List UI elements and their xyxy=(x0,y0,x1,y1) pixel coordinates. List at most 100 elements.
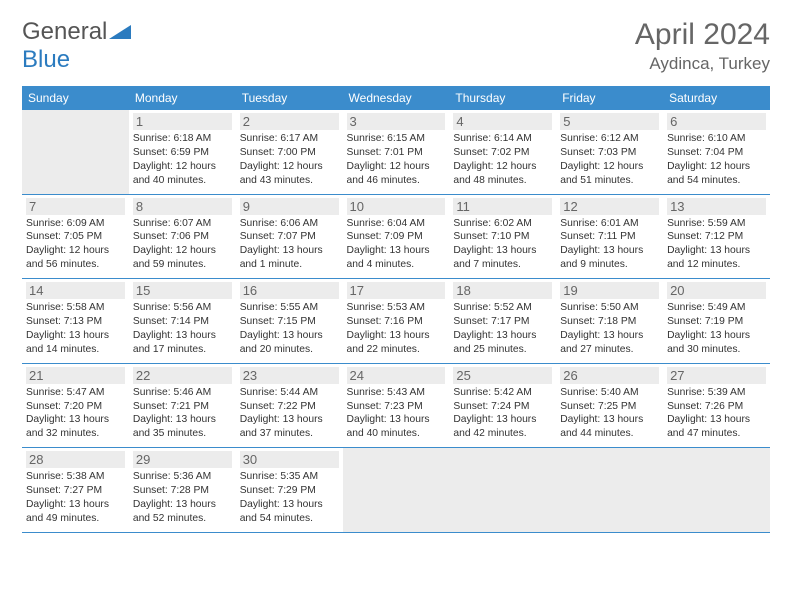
day-number: 9 xyxy=(240,198,339,215)
daylight-line: Daylight: 13 hours and 40 minutes. xyxy=(347,413,446,441)
day-number: 12 xyxy=(560,198,659,215)
day-number: 6 xyxy=(667,113,766,130)
logo: General Blue xyxy=(22,18,131,74)
day-details: Sunrise: 6:01 AMSunset: 7:11 PMDaylight:… xyxy=(560,217,659,273)
day-number: 17 xyxy=(347,282,446,299)
day-details: Sunrise: 6:09 AMSunset: 7:05 PMDaylight:… xyxy=(26,217,125,273)
header: General Blue April 2024 Aydinca, Turkey xyxy=(22,18,770,74)
sunrise-line: Sunrise: 6:14 AM xyxy=(453,132,552,146)
sunset-line: Sunset: 7:25 PM xyxy=(560,400,659,414)
sunrise-line: Sunrise: 5:35 AM xyxy=(240,470,339,484)
day-details: Sunrise: 6:04 AMSunset: 7:09 PMDaylight:… xyxy=(347,217,446,273)
sunset-line: Sunset: 7:13 PM xyxy=(26,315,125,329)
daylight-line: Daylight: 13 hours and 12 minutes. xyxy=(667,244,766,272)
day-details: Sunrise: 5:35 AMSunset: 7:29 PMDaylight:… xyxy=(240,470,339,526)
day-details: Sunrise: 6:06 AMSunset: 7:07 PMDaylight:… xyxy=(240,217,339,273)
daylight-line: Daylight: 13 hours and 9 minutes. xyxy=(560,244,659,272)
daylight-line: Daylight: 13 hours and 14 minutes. xyxy=(26,329,125,357)
calendar-row: 14 Sunrise: 5:58 AMSunset: 7:13 PMDayligh… xyxy=(22,279,770,364)
day-details: Sunrise: 6:12 AMSunset: 7:03 PMDaylight:… xyxy=(560,132,659,188)
daylight-line: Daylight: 13 hours and 52 minutes. xyxy=(133,498,232,526)
sunset-line: Sunset: 7:01 PM xyxy=(347,146,446,160)
day-number: 1 xyxy=(133,113,232,130)
daylight-line: Daylight: 13 hours and 30 minutes. xyxy=(667,329,766,357)
sunset-line: Sunset: 7:24 PM xyxy=(453,400,552,414)
sunset-line: Sunset: 7:15 PM xyxy=(240,315,339,329)
sunset-line: Sunset: 7:16 PM xyxy=(347,315,446,329)
daylight-line: Daylight: 13 hours and 17 minutes. xyxy=(133,329,232,357)
daylight-line: Daylight: 13 hours and 4 minutes. xyxy=(347,244,446,272)
calendar-cell: 30 Sunrise: 5:35 AMSunset: 7:29 PMDayligh… xyxy=(236,448,343,533)
sunset-line: Sunset: 7:07 PM xyxy=(240,230,339,244)
daylight-line: Daylight: 13 hours and 47 minutes. xyxy=(667,413,766,441)
calendar-cell: 13 Sunrise: 5:59 AMSunset: 7:12 PMDayligh… xyxy=(663,194,770,279)
calendar-cell: 29Sunrise: 5:36 AMSunset: 7:28 PMDayligh… xyxy=(129,448,236,533)
daylight-line: Daylight: 13 hours and 27 minutes. xyxy=(560,329,659,357)
calendar-cell: 16Sunrise: 5:55 AMSunset: 7:15 PMDayligh… xyxy=(236,279,343,364)
calendar-row: 1Sunrise: 6:18 AMSunset: 6:59 PMDaylight… xyxy=(22,110,770,194)
calendar-cell: 3Sunrise: 6:15 AMSunset: 7:01 PMDaylight… xyxy=(343,110,450,194)
calendar-cell: 19Sunrise: 5:50 AMSunset: 7:18 PMDayligh… xyxy=(556,279,663,364)
day-number: 28 xyxy=(26,451,125,468)
day-number: 29 xyxy=(133,451,232,468)
calendar-cell: 20 Sunrise: 5:49 AMSunset: 7:19 PMDayligh… xyxy=(663,279,770,364)
day-details: Sunrise: 5:49 AMSunset: 7:19 PMDaylight:… xyxy=(667,301,766,357)
calendar-cell: 21Sunrise: 5:47 AMSunset: 7:20 PMDayligh… xyxy=(22,363,129,448)
calendar-cell: 26Sunrise: 5:40 AMSunset: 7:25 PMDayligh… xyxy=(556,363,663,448)
calendar-row: 21Sunrise: 5:47 AMSunset: 7:20 PMDayligh… xyxy=(22,363,770,448)
location: Aydinca, Turkey xyxy=(635,54,770,74)
calendar-cell: 5Sunrise: 6:12 AMSunset: 7:03 PMDaylight… xyxy=(556,110,663,194)
daylight-line: Daylight: 13 hours and 42 minutes. xyxy=(453,413,552,441)
sunrise-line: Sunrise: 5:47 AM xyxy=(26,386,125,400)
sunrise-line: Sunrise: 5:38 AM xyxy=(26,470,125,484)
day-number: 11 xyxy=(453,198,552,215)
sunrise-line: Sunrise: 6:04 AM xyxy=(347,217,446,231)
sunrise-line: Sunrise: 5:36 AM xyxy=(133,470,232,484)
sunrise-line: Sunrise: 6:18 AM xyxy=(133,132,232,146)
daylight-line: Daylight: 13 hours and 44 minutes. xyxy=(560,413,659,441)
day-number: 20 xyxy=(667,282,766,299)
calendar-cell xyxy=(663,448,770,533)
sunrise-line: Sunrise: 6:15 AM xyxy=(347,132,446,146)
sunset-line: Sunset: 7:06 PM xyxy=(133,230,232,244)
sunrise-line: Sunrise: 6:01 AM xyxy=(560,217,659,231)
calendar-cell: 10Sunrise: 6:04 AMSunset: 7:09 PMDayligh… xyxy=(343,194,450,279)
day-number: 2 xyxy=(240,113,339,130)
calendar-cell: 12 Sunrise: 6:01 AMSunset: 7:11 PMDayligh… xyxy=(556,194,663,279)
calendar-cell: 8Sunrise: 6:07 AMSunset: 7:06 PMDaylight… xyxy=(129,194,236,279)
sunset-line: Sunset: 7:27 PM xyxy=(26,484,125,498)
sunset-line: Sunset: 7:04 PM xyxy=(667,146,766,160)
day-details: Sunrise: 5:53 AMSunset: 7:16 PMDaylight:… xyxy=(347,301,446,357)
sunrise-line: Sunrise: 5:55 AM xyxy=(240,301,339,315)
day-details: Sunrise: 5:42 AMSunset: 7:24 PMDaylight:… xyxy=(453,386,552,442)
day-number: 30 xyxy=(240,451,339,468)
sunrise-line: Sunrise: 5:52 AM xyxy=(453,301,552,315)
sunrise-line: Sunrise: 5:46 AM xyxy=(133,386,232,400)
daylight-line: Daylight: 12 hours and 46 minutes. xyxy=(347,160,446,188)
sunset-line: Sunset: 7:21 PM xyxy=(133,400,232,414)
calendar-cell: 6Sunrise: 6:10 AMSunset: 7:04 PMDaylight… xyxy=(663,110,770,194)
calendar-cell xyxy=(556,448,663,533)
daylight-line: Daylight: 13 hours and 54 minutes. xyxy=(240,498,339,526)
day-details: Sunrise: 5:52 AMSunset: 7:17 PMDaylight:… xyxy=(453,301,552,357)
day-number: 14 xyxy=(26,282,125,299)
logo-text: General Blue xyxy=(22,18,131,74)
day-details: Sunrise: 5:59 AMSunset: 7:12 PMDaylight:… xyxy=(667,217,766,273)
day-details: Sunrise: 5:58 AMSunset: 7:13 PMDaylight:… xyxy=(26,301,125,357)
daylight-line: Daylight: 12 hours and 51 minutes. xyxy=(560,160,659,188)
day-number: 18 xyxy=(453,282,552,299)
calendar-cell: 17 Sunrise: 5:53 AMSunset: 7:16 PMDayligh… xyxy=(343,279,450,364)
logo-part1: General xyxy=(22,18,107,45)
day-number: 23 xyxy=(240,367,339,384)
weekday-header: Friday xyxy=(556,86,663,110)
sunrise-line: Sunrise: 5:43 AM xyxy=(347,386,446,400)
day-number: 13 xyxy=(667,198,766,215)
sunset-line: Sunset: 7:18 PM xyxy=(560,315,659,329)
day-number: 24 xyxy=(347,367,446,384)
day-details: Sunrise: 5:50 AMSunset: 7:18 PMDaylight:… xyxy=(560,301,659,357)
weekday-header: Tuesday xyxy=(236,86,343,110)
sunrise-line: Sunrise: 6:17 AM xyxy=(240,132,339,146)
daylight-line: Daylight: 12 hours and 48 minutes. xyxy=(453,160,552,188)
sunset-line: Sunset: 7:14 PM xyxy=(133,315,232,329)
day-details: Sunrise: 5:39 AMSunset: 7:26 PMDaylight:… xyxy=(667,386,766,442)
